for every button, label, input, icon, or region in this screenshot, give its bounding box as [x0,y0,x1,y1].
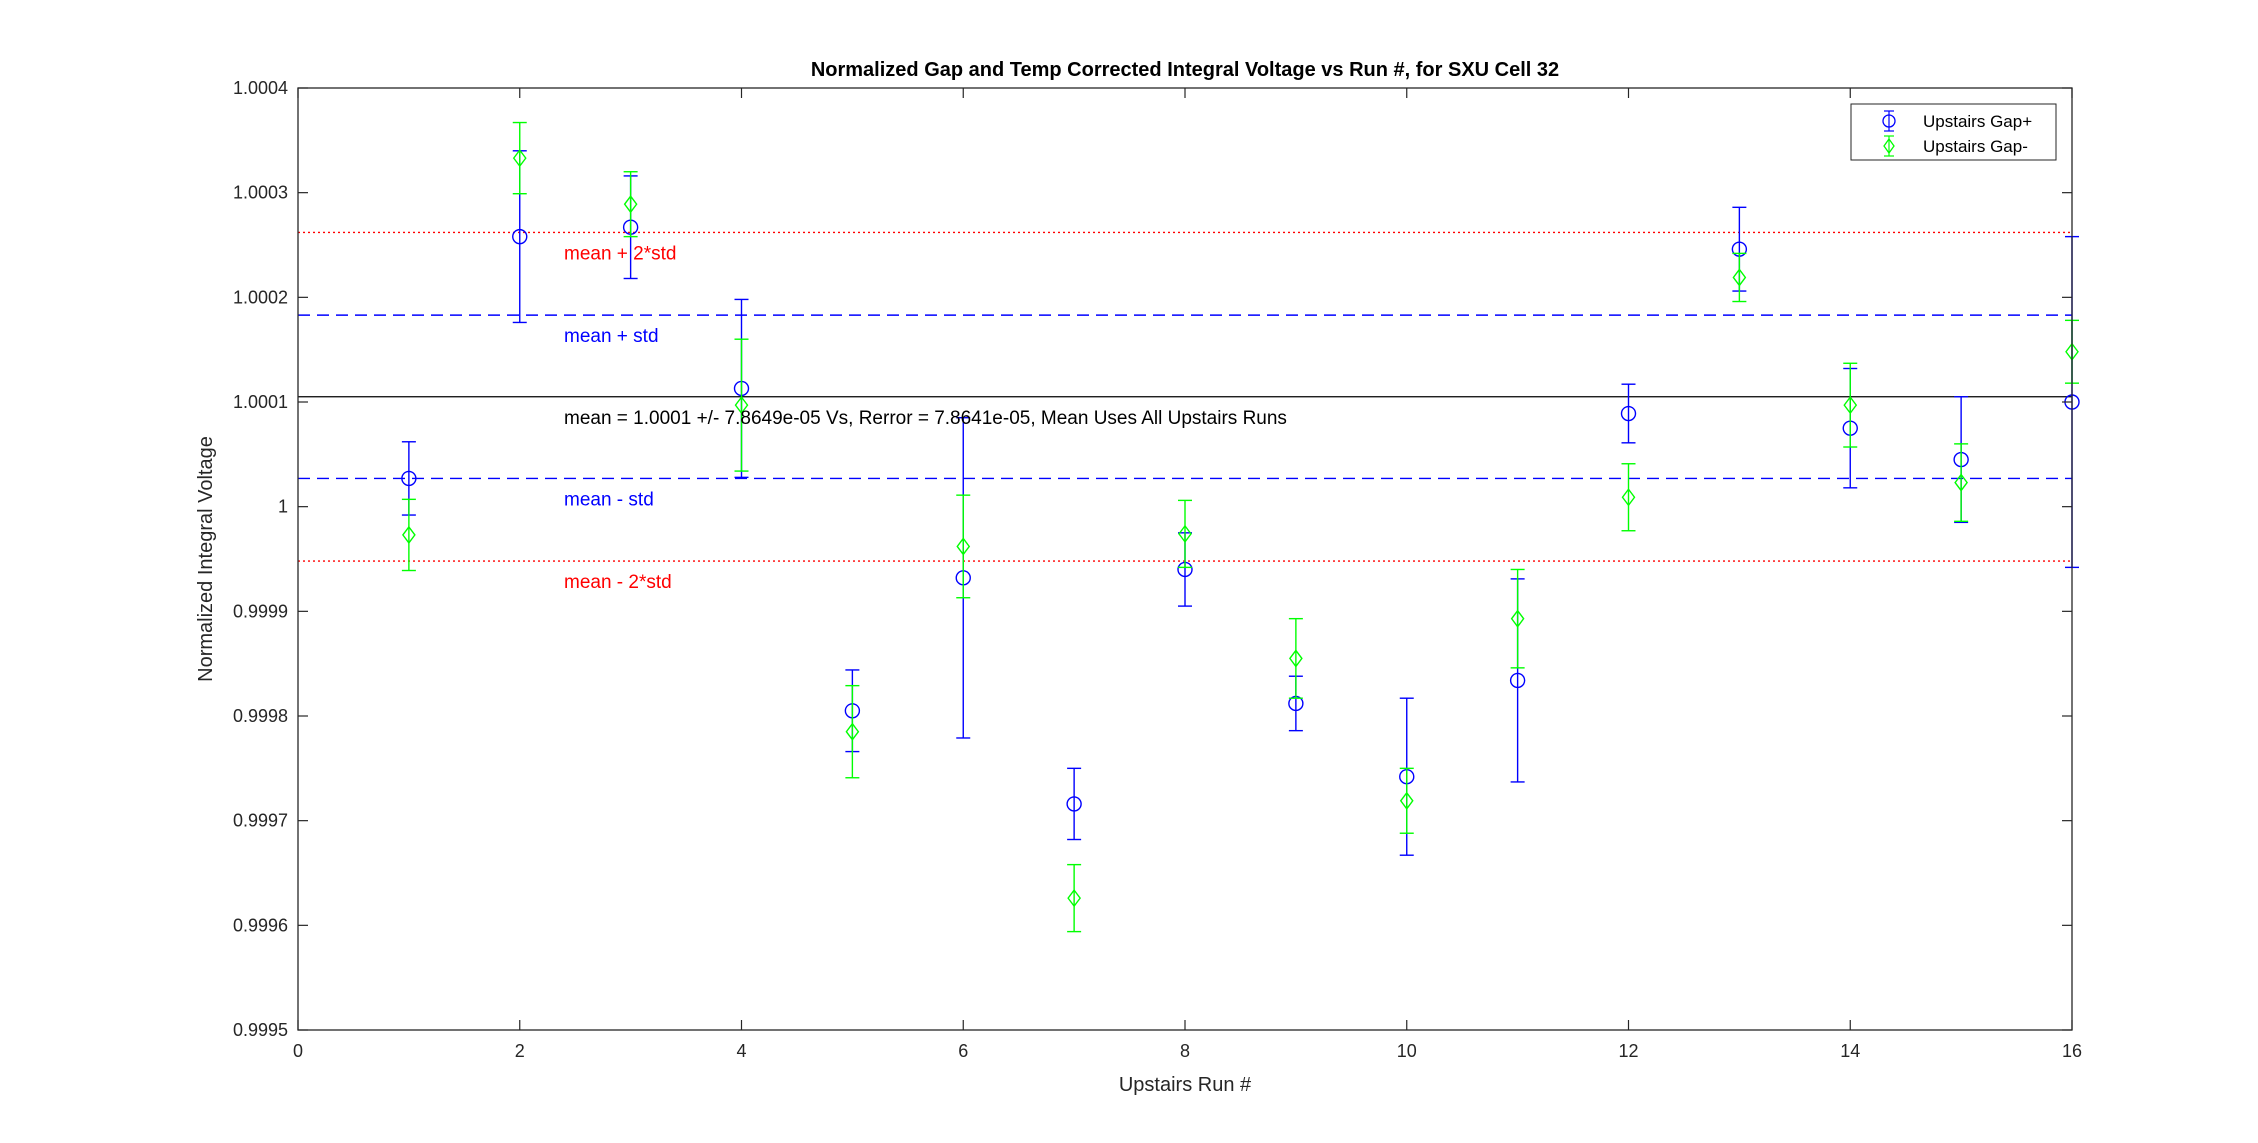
data-point [1399,791,1414,810]
data-point [1954,473,1968,492]
reference-line-label: mean - 2*std [564,572,672,593]
legend-label: Upstairs Gap+ [1923,112,2032,131]
x-tick-label: 12 [1618,1041,1638,1061]
data-point [734,395,749,415]
data-point [623,195,638,214]
data-point [1510,609,1525,628]
x-tick-label: 4 [736,1041,746,1061]
y-tick-label: 0.9996 [233,915,288,935]
x-axis-label: Upstairs Run # [1119,1074,1252,1096]
legend-marker [1882,114,1896,128]
legend-box [1850,103,2057,161]
x-tick-label: 6 [958,1041,968,1061]
x-axis: 0 2 4 6 8 10 12 14 16 [293,88,2082,1061]
y-tick-label: 1.0004 [233,78,288,98]
data-point [1620,405,1637,422]
y-tick-label: 1 [278,497,288,517]
data-point [1509,672,1526,689]
y-axis-label: Normalized Integral Voltage [195,436,217,682]
data-point [956,537,971,556]
x-tick-label: 0 [293,1041,303,1061]
data-point [1066,796,1082,812]
data-point [1289,649,1303,668]
reference-line-label: mean + std [564,326,659,347]
chart-title: Normalized Gap and Temp Corrected Integr… [811,59,1559,81]
y-tick-label: 1.0002 [233,287,288,307]
y-tick-label: 1.0001 [233,392,288,412]
legend-marker [1883,137,1895,155]
legend-items: Upstairs Gap+ Upstairs Gap- [1882,110,2032,157]
reference-line-label: mean + 2*std [564,243,677,264]
x-tick-label: 16 [2062,1041,2082,1061]
data-point [845,722,860,741]
mean-annotation: mean = 1.0001 +/- 7.8649e-05 Vs, Rerror … [564,408,1287,429]
data-point [402,525,416,545]
data-point [512,228,528,245]
reference-labels: mean + 2*std mean + std mean - std mean - 2… [564,243,677,593]
y-tick-label: 0.9995 [233,1020,288,1040]
data-point [1843,395,1858,415]
reference-line-label: mean - std [564,489,654,510]
y-tick-label: 0.9999 [233,601,288,621]
y-tick-label: 0.9997 [233,811,288,831]
legend: Upstairs Gap+ Upstairs Gap- [1850,103,2057,161]
x-tick-label: 10 [1397,1041,1417,1061]
data-point [401,470,417,487]
legend-label: Upstairs Gap- [1923,137,2028,156]
x-tick-label: 14 [1840,1041,1860,1061]
x-tick-label: 8 [1180,1041,1190,1061]
data-point [1067,888,1081,908]
y-axis: 0.9995 0.9996 0.9997 0.9998 0.9999 1 1.0001 1.0… [233,78,2072,1040]
data-point [1178,524,1192,544]
y-tick-label: 1.0003 [233,183,288,203]
data-point [1732,268,1747,287]
data-point [512,148,527,168]
legend-item: Upstairs Gap- [1883,135,2028,157]
legend-item: Upstairs Gap+ [1882,110,2032,132]
x-tick-label: 2 [515,1041,525,1061]
y-tick-label: 0.9998 [233,706,288,726]
data-point [1621,488,1636,507]
